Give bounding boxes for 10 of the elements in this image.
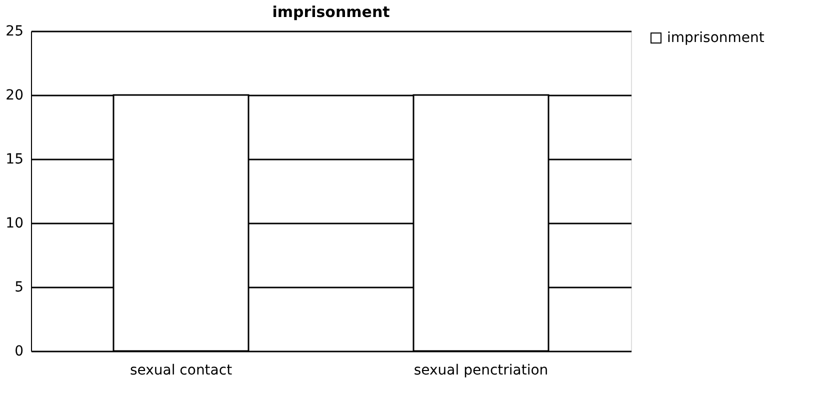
legend-label: imprisonment <box>667 30 765 46</box>
y-tick-label: 20 <box>6 88 24 104</box>
y-tick-label: 10 <box>6 216 24 232</box>
x-tick-label: sexual penctriation <box>414 362 548 378</box>
y-tick-label: 25 <box>6 24 24 40</box>
y-tick-label: 0 <box>14 344 24 360</box>
x-tick-label: sexual contact <box>130 362 233 378</box>
chart-title: imprisonment <box>272 3 390 21</box>
y-tick-label: 5 <box>14 280 24 296</box>
y-tick-label: 15 <box>6 152 24 168</box>
